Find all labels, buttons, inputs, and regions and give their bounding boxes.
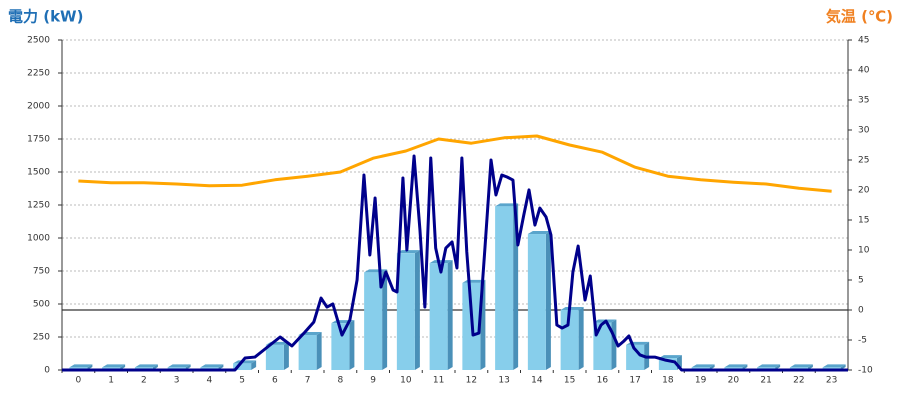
bar-top: [233, 360, 257, 364]
bar-side: [414, 250, 420, 370]
bar-side: [251, 360, 257, 370]
y2-tick-label: 10: [858, 246, 870, 256]
y-tick-label: 750: [33, 267, 50, 277]
y2-tick-label: 0: [858, 306, 864, 316]
y2-tick-label: 40: [858, 66, 870, 76]
bar-top: [429, 260, 453, 264]
bar: [364, 272, 383, 370]
x-tick-label: 1: [108, 376, 114, 386]
x-tick-label: 4: [207, 376, 213, 386]
bar: [298, 335, 317, 370]
y2-tick-label: -5: [858, 336, 867, 346]
x-tick-label: 16: [597, 376, 609, 386]
bar-side: [382, 269, 388, 370]
bar-top: [527, 231, 551, 235]
bar-top: [822, 364, 846, 368]
y2-tick-label: 35: [858, 96, 869, 106]
x-tick-label: 20: [728, 376, 740, 386]
bar: [233, 363, 252, 370]
y2-axis-title: 気温 (℃): [826, 8, 893, 26]
bar: [495, 206, 514, 370]
x-tick-label: 11: [433, 376, 444, 386]
x-tick-label: 19: [695, 376, 707, 386]
bar: [396, 253, 415, 370]
bar-top: [724, 364, 748, 368]
x-tick-label: 14: [531, 376, 543, 386]
bar: [265, 344, 284, 370]
bar-top: [691, 364, 715, 368]
x-tick-label: 22: [793, 376, 804, 386]
x-tick-label: 17: [629, 376, 640, 386]
temperature-line: [78, 134, 832, 193]
x-tick-label: 15: [564, 376, 575, 386]
y2-tick-label: 25: [858, 156, 869, 166]
x-tick-label: 9: [370, 376, 376, 386]
bar: [658, 358, 677, 370]
y-tick-label: 500: [33, 300, 50, 310]
bar: [429, 263, 448, 370]
bar-top: [757, 364, 781, 368]
y-tick-label: 1000: [27, 234, 50, 244]
bar-top: [134, 364, 158, 368]
x-tick-label: 10: [400, 376, 412, 386]
y2-tick-label: 5: [858, 276, 864, 286]
y-tick-label: 2250: [27, 69, 50, 79]
bar-top: [69, 364, 93, 368]
bar: [331, 323, 350, 370]
y-tick-label: 1750: [27, 135, 50, 145]
x-tick-label: 7: [305, 376, 311, 386]
y2-tick-label: 15: [858, 216, 869, 226]
bar: [527, 234, 546, 370]
y2-tick-label: 30: [858, 126, 870, 136]
bar-top: [560, 306, 584, 310]
bar-side: [316, 332, 322, 370]
y-tick-label: 1250: [27, 201, 50, 211]
bar-side: [578, 306, 584, 370]
y-tick-label: 250: [33, 333, 50, 343]
x-tick-label: 21: [760, 376, 771, 386]
bar-top: [102, 364, 126, 368]
x-tick-label: 5: [239, 376, 245, 386]
bar-top: [495, 203, 519, 207]
bar: [626, 344, 645, 370]
x-tick-label: 8: [338, 376, 344, 386]
x-tick-label: 23: [826, 376, 837, 386]
x-tick-label: 13: [498, 376, 509, 386]
y2-tick-label: -10: [858, 366, 873, 376]
x-tick-label: 2: [141, 376, 147, 386]
bar-side: [447, 260, 453, 370]
bar-side: [545, 231, 551, 370]
y-axis-title: 電力 (kW): [8, 8, 83, 26]
power-line: [62, 154, 848, 372]
bar-top: [658, 355, 682, 359]
y2-tick-label: 20: [858, 186, 870, 196]
bar-top: [789, 364, 813, 368]
bar-top: [396, 250, 420, 254]
bar-side: [611, 319, 617, 370]
x-tick-label: 6: [272, 376, 278, 386]
bar-side: [283, 341, 289, 370]
y-tick-label: 0: [44, 366, 50, 376]
y-tick-label: 1500: [27, 168, 50, 178]
x-tick-label: 18: [662, 376, 674, 386]
y-tick-label: 2500: [27, 36, 50, 46]
y-tick-label: 2000: [27, 102, 50, 112]
bar-side: [349, 320, 355, 370]
y2-tick-label: 45: [858, 36, 869, 46]
x-tick-label: 3: [174, 376, 180, 386]
x-tick-label: 0: [76, 376, 82, 386]
x-tick-label: 12: [466, 376, 477, 386]
bar-top: [167, 364, 191, 368]
bar-top: [200, 364, 224, 368]
